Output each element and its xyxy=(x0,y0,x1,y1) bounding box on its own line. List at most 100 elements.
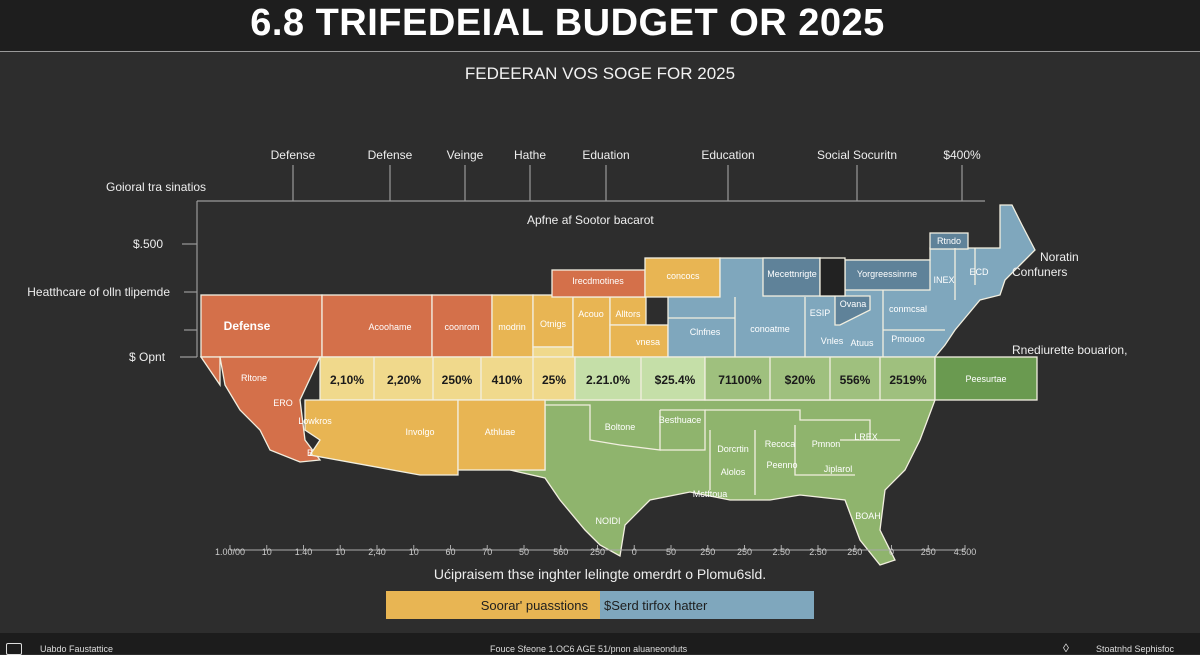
region-block[interactable] xyxy=(609,296,647,326)
bottom-axis-label: 2,40 xyxy=(368,547,386,557)
annotation: Noratin xyxy=(1040,250,1079,264)
region-block[interactable] xyxy=(844,259,931,291)
region-block[interactable] xyxy=(762,257,821,297)
percent-label: $25.4% xyxy=(655,373,696,387)
region-block[interactable] xyxy=(551,269,646,298)
bottom-axis-label: 2.50 xyxy=(809,547,827,557)
footer-center: Fouce Sfeone 1.OC6 AGE 51/pnon aluaneond… xyxy=(490,644,688,654)
region-block[interactable] xyxy=(491,294,534,358)
region-label: Dorcrtin xyxy=(717,444,749,454)
top-axis-label: Hathe xyxy=(514,148,546,162)
bottom-axis-label: 50 xyxy=(519,547,529,557)
region-label: Yorgreessinrne xyxy=(857,269,917,279)
legend-item-blue: $Serd tirfox hatter xyxy=(600,591,814,619)
region-label: Involgo xyxy=(405,427,434,437)
percent-label: $20% xyxy=(785,373,816,387)
region-label: BOAH xyxy=(855,511,881,521)
region-label: Acouo xyxy=(578,309,604,319)
percent-label: 2.21.0% xyxy=(586,373,630,387)
bottom-axis-label: 250 xyxy=(737,547,752,557)
region-label: Recoca xyxy=(765,439,796,449)
box-icon xyxy=(6,643,22,655)
bottom-axis-label: 70 xyxy=(482,547,492,557)
region-label: conoatme xyxy=(750,324,790,334)
region-block[interactable] xyxy=(532,346,574,358)
percent-labels: 2,10% 2,20% 250% 410% 25% 2.21.0% $25.4% 71100%… xyxy=(330,373,927,387)
percent-block[interactable] xyxy=(934,356,1038,401)
region-label: Peesurtae xyxy=(965,374,1006,384)
bottom-axis-label: 1.40 xyxy=(295,547,313,557)
left-axis-label: Heatthcare of olln tlipemde xyxy=(27,285,170,299)
footer-left[interactable]: Uabdo Faustattice xyxy=(40,644,114,654)
annotation: Confuners xyxy=(1012,265,1067,279)
bottom-axis-label: 10 xyxy=(409,547,419,557)
bottom-axis-label: 60 xyxy=(445,547,455,557)
top-axis-label: Veinge xyxy=(447,148,484,162)
drop-icon: ◊ xyxy=(1063,641,1069,655)
region-label: NOIDI xyxy=(595,516,620,526)
left-axis-label: $.500 xyxy=(133,237,163,251)
top-axis-label: Defense xyxy=(271,148,316,162)
bottom-axis-label: 1.00/00 xyxy=(215,547,245,557)
percent-label: 2519% xyxy=(889,373,927,387)
bottom-axis-label: 560 xyxy=(553,547,568,557)
region-label: Rltone xyxy=(241,373,267,383)
region-block[interactable] xyxy=(834,295,871,326)
region-label: ESIP xyxy=(810,308,831,318)
percent-block[interactable] xyxy=(574,356,706,401)
percent-label: 250% xyxy=(442,373,473,387)
region-block[interactable] xyxy=(431,294,493,358)
footer-right[interactable]: Stoatnhd Sephisfoc xyxy=(1096,644,1175,654)
bottom-axis-label: 2.50 xyxy=(772,547,790,557)
region-block[interactable] xyxy=(304,399,459,476)
top-axis-label: Social Socuritn xyxy=(817,148,897,162)
region-label: Vnles xyxy=(821,336,844,346)
region-block[interactable] xyxy=(457,399,546,471)
bottom-axis-label: 10 xyxy=(335,547,345,557)
left-axis-title: Goioral tra sinatios xyxy=(106,180,206,194)
percent-label: 71100% xyxy=(718,373,762,387)
percent-block[interactable] xyxy=(704,356,936,401)
top-axis-label: Eduation xyxy=(582,148,629,162)
region-label: Peenno xyxy=(766,460,797,470)
region-label: Boltone xyxy=(605,422,636,432)
axes xyxy=(180,200,985,358)
region-california[interactable] xyxy=(219,356,322,463)
region-label: Irecdmotines xyxy=(572,276,624,286)
region-label: INEX xyxy=(933,275,954,285)
annotation: Rnediurette bouarion, xyxy=(1012,343,1127,357)
bottom-axis-label: 250 xyxy=(847,547,862,557)
percent-label: 556% xyxy=(840,373,871,387)
page-subtitle: FEDEERAN VOS SOGE FOR 2025 xyxy=(464,64,736,83)
header-bar: 6.8 TRIFEDEIAL BUDGET OR 2025 xyxy=(0,0,1200,52)
map-labels: Defense Acoohame coonrom modrin Otnigs A… xyxy=(224,236,1128,526)
region-label: concocs xyxy=(666,271,700,281)
region-block[interactable] xyxy=(929,232,969,250)
top-axis-label: Defense xyxy=(368,148,413,162)
region-south[interactable] xyxy=(509,399,936,566)
region-label: Alolos xyxy=(721,467,746,477)
top-axis-label: $400% xyxy=(943,148,981,162)
footer: Uabdo Faustattice Fouce Sfeone 1.OC6 AGE… xyxy=(0,633,1200,655)
region-label: Clnfnes xyxy=(690,327,721,337)
bottom-axis-label: 250 xyxy=(700,547,715,557)
bottom-axis-ticks: 1.00/00 10 1.40 10 2,40 10 60 70 50 560 250 0 50 250 2… xyxy=(215,545,976,557)
legend: Soorar' puasstions $Serd tirfox hatter xyxy=(386,591,814,619)
chart-note: Ućipraisem thse inghter lelingte omerdrt… xyxy=(433,566,767,582)
region-block[interactable] xyxy=(199,356,221,388)
inner-title: Apfne af Sootor bacarot xyxy=(527,213,654,227)
region-label: Defense xyxy=(224,319,271,333)
percent-label: 25% xyxy=(542,373,566,387)
region-label: Jiplarol xyxy=(824,464,853,474)
region-block[interactable] xyxy=(819,257,846,297)
left-axis-label: $ Opnt xyxy=(129,350,166,364)
region-label: vnesa xyxy=(636,337,660,347)
percent-label: 2,20% xyxy=(387,373,421,387)
percent-label: 2,10% xyxy=(330,373,364,387)
region-block[interactable] xyxy=(572,296,611,358)
bottom-axis-label: 10 xyxy=(262,547,272,557)
bottom-axis-label: 0 xyxy=(632,547,637,557)
bottom-axis-label: 0 xyxy=(889,547,894,557)
region-label: B xyxy=(307,448,313,458)
